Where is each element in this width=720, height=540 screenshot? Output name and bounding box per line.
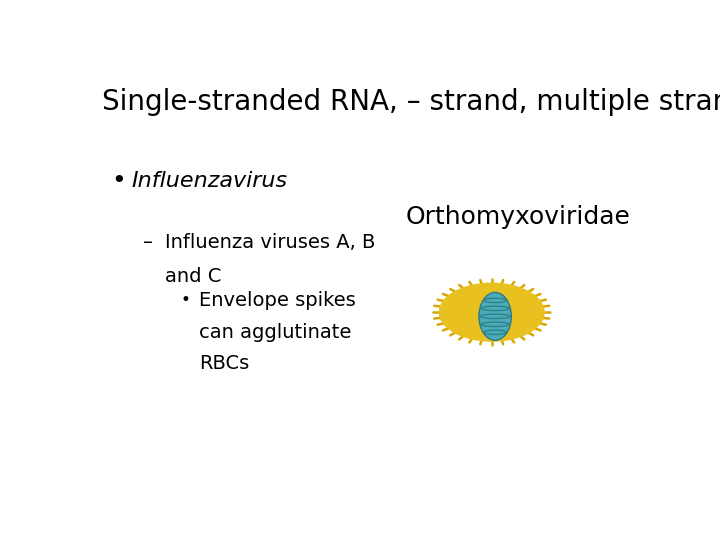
Text: Orthomyxoviridae: Orthomyxoviridae bbox=[405, 205, 630, 228]
Ellipse shape bbox=[438, 282, 545, 342]
Text: RBCs: RBCs bbox=[199, 354, 249, 373]
Text: Influenzavirus: Influenzavirus bbox=[132, 171, 288, 191]
Text: Single-stranded RNA, – strand, multiple strands: Single-stranded RNA, – strand, multiple … bbox=[102, 87, 720, 116]
Text: can agglutinate: can agglutinate bbox=[199, 322, 351, 342]
Text: and C: and C bbox=[166, 267, 222, 286]
Ellipse shape bbox=[479, 293, 511, 340]
Text: Influenza viruses A, B: Influenza viruses A, B bbox=[166, 233, 376, 252]
Text: •: • bbox=[181, 292, 190, 309]
Text: •: • bbox=[111, 169, 126, 193]
Text: Envelope spikes: Envelope spikes bbox=[199, 292, 356, 310]
Text: –: – bbox=[143, 233, 153, 252]
